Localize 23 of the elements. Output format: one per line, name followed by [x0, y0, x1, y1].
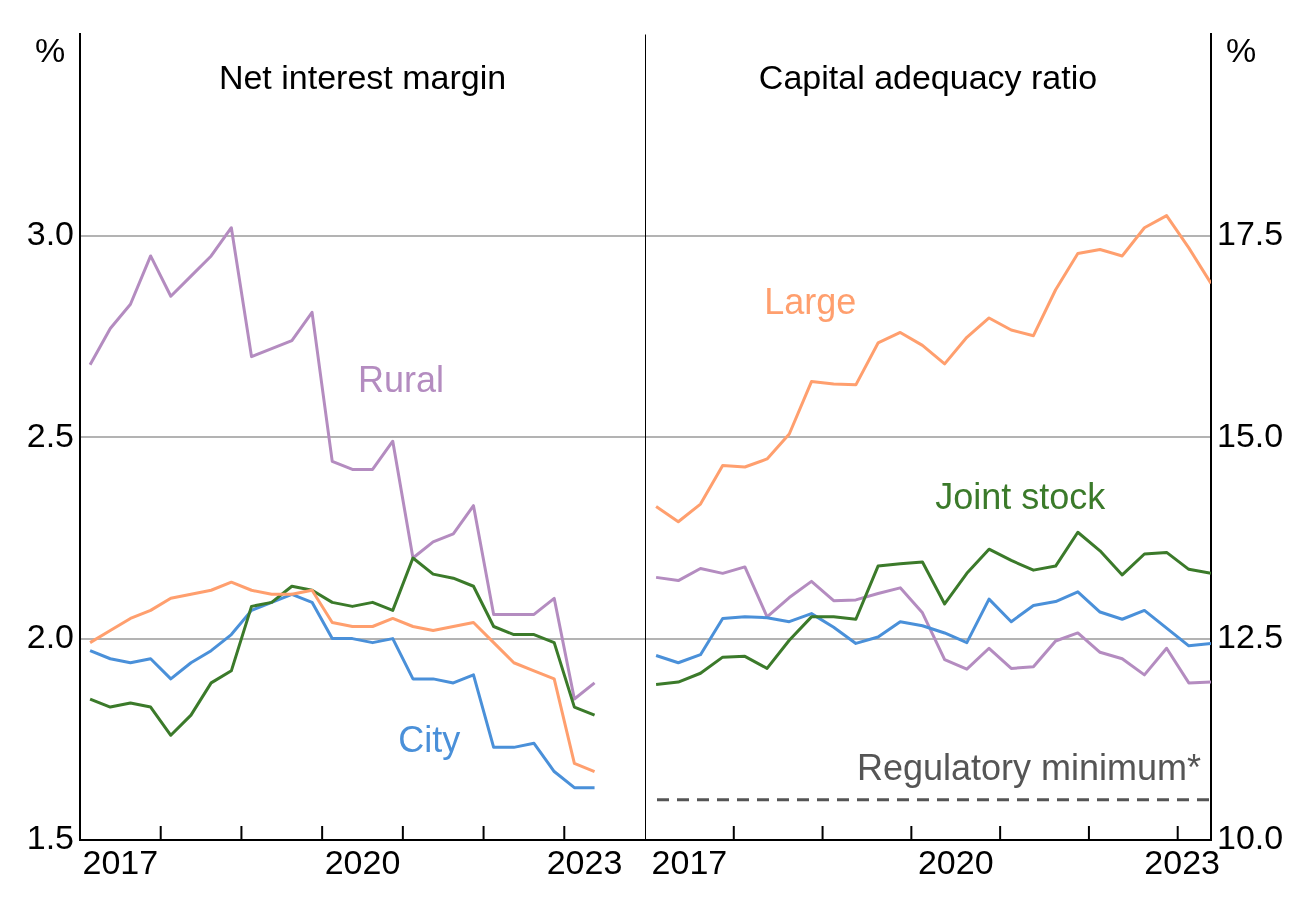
text: Net interest margin — [218, 57, 507, 96]
y2-tick-label: 17.5 — [1217, 214, 1284, 253]
x-tick-label: 2020 — [917, 842, 994, 881]
y-axis-title: % — [34, 30, 66, 69]
x-tick-label: 2017 — [651, 842, 728, 881]
y-tick-label: 3.0 — [26, 214, 74, 253]
y2-tick-label: 12.5 — [1217, 616, 1284, 655]
x-tick-label: 2017 — [82, 842, 159, 881]
text: Capital adequacy ratio — [758, 57, 1098, 96]
y2-axis-title: % — [1225, 30, 1257, 69]
y-tick-label: 2.5 — [26, 415, 74, 454]
x-tick-label: 2023 — [546, 842, 623, 881]
y-tick-label: 1.5 — [26, 818, 74, 857]
series-label: Rural — [357, 358, 444, 400]
series-label: Large — [764, 281, 857, 323]
series-label: City — [398, 718, 461, 760]
ref-line-label: Regulatory minimum* — [856, 746, 1201, 788]
y2-tick-label: 10.0 — [1217, 818, 1284, 857]
x-tick-label: 2020 — [324, 842, 401, 881]
y2-tick-label: 15.0 — [1217, 415, 1284, 454]
y-tick-label: 2.0 — [26, 616, 74, 655]
x-tick-label: 2023 — [1144, 842, 1220, 881]
series-label: Joint stock — [935, 476, 1107, 518]
